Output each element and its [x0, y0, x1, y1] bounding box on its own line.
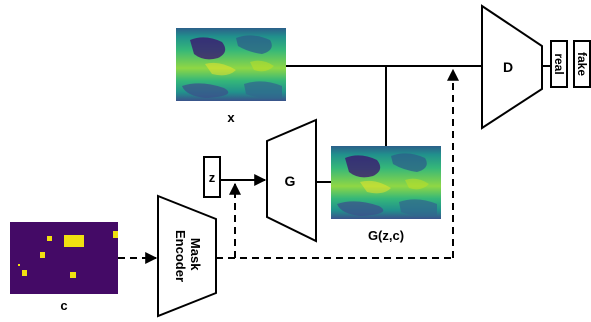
fake-output-label: fake — [575, 52, 589, 76]
generated-image — [331, 146, 441, 219]
discriminator-block — [481, 4, 543, 130]
condition-mask-image — [10, 222, 118, 294]
mask-encoder-label-line2: Encoder — [173, 230, 188, 282]
fake-output-box — [573, 40, 591, 88]
generator-label: G — [285, 173, 296, 189]
mask-encoder-label-line1: Mask — [188, 238, 203, 271]
mask-encoder-label: Mask Encoder — [173, 230, 203, 282]
real-output-box — [550, 40, 568, 88]
real-output-label: real — [552, 53, 566, 74]
generated-image-label: G(z,c) — [368, 228, 404, 243]
real-image-x — [176, 28, 286, 101]
condition-image-label: c — [60, 298, 67, 313]
discriminator-label: D — [503, 59, 513, 75]
mask-encoder-block — [157, 194, 217, 318]
noise-input-label: z — [209, 170, 216, 185]
generator-block — [266, 118, 317, 243]
noise-input-box — [203, 156, 221, 198]
real-image-label: x — [227, 110, 235, 125]
